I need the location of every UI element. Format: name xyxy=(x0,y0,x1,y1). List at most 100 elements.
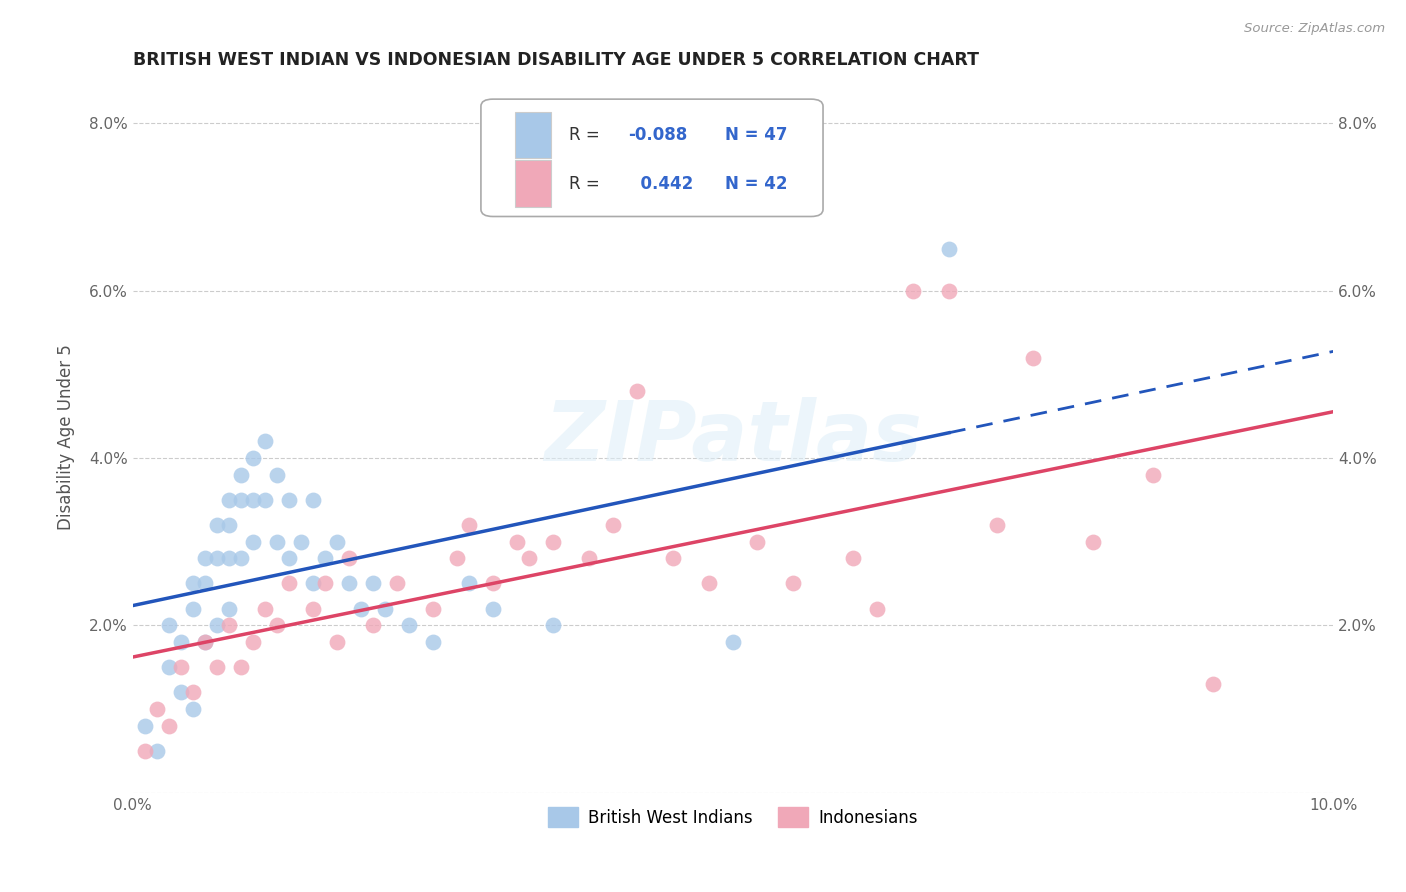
Point xyxy=(253,492,276,507)
Point xyxy=(205,517,228,532)
Text: BRITISH WEST INDIAN VS INDONESIAN DISABILITY AGE UNDER 5 CORRELATION CHART: BRITISH WEST INDIAN VS INDONESIAN DISABI… xyxy=(132,51,979,69)
Point xyxy=(229,467,252,482)
Point xyxy=(302,576,325,591)
Point xyxy=(218,551,240,566)
Point xyxy=(146,702,169,716)
Point xyxy=(170,635,193,649)
Point xyxy=(350,601,373,615)
Text: -0.088: -0.088 xyxy=(628,126,688,145)
Point xyxy=(482,576,505,591)
Point xyxy=(277,576,299,591)
Point xyxy=(314,576,336,591)
Point xyxy=(229,492,252,507)
Point xyxy=(326,635,349,649)
Point xyxy=(422,601,444,615)
Text: R =: R = xyxy=(568,175,599,193)
Text: R =: R = xyxy=(568,126,599,145)
FancyBboxPatch shape xyxy=(481,99,823,217)
Point xyxy=(938,284,960,298)
Point xyxy=(277,551,299,566)
Point xyxy=(218,517,240,532)
Point xyxy=(266,534,288,549)
Point xyxy=(541,534,564,549)
Point xyxy=(181,685,204,699)
Point xyxy=(218,618,240,632)
Point xyxy=(229,551,252,566)
Point xyxy=(458,517,481,532)
Text: 0.442: 0.442 xyxy=(628,175,693,193)
Point xyxy=(697,576,720,591)
Point xyxy=(266,618,288,632)
Point xyxy=(277,492,299,507)
Point xyxy=(1142,467,1164,482)
Point xyxy=(253,601,276,615)
Point xyxy=(302,601,325,615)
Point xyxy=(242,635,264,649)
Point xyxy=(901,284,924,298)
FancyBboxPatch shape xyxy=(515,112,551,158)
Point xyxy=(422,635,444,649)
Point xyxy=(398,618,420,632)
Point xyxy=(506,534,529,549)
Point xyxy=(205,618,228,632)
Point xyxy=(170,685,193,699)
Y-axis label: Disability Age Under 5: Disability Age Under 5 xyxy=(58,344,75,530)
Point xyxy=(721,635,744,649)
Point xyxy=(218,601,240,615)
Point xyxy=(1022,351,1045,365)
Text: Source: ZipAtlas.com: Source: ZipAtlas.com xyxy=(1244,22,1385,36)
Point xyxy=(541,618,564,632)
Point xyxy=(326,534,349,549)
Point xyxy=(194,551,217,566)
Point xyxy=(602,517,624,532)
Point xyxy=(374,601,396,615)
Point xyxy=(253,434,276,449)
Point xyxy=(578,551,600,566)
Point xyxy=(205,660,228,674)
Point xyxy=(157,719,180,733)
FancyBboxPatch shape xyxy=(515,161,551,207)
Point xyxy=(266,467,288,482)
Point xyxy=(745,534,768,549)
Point xyxy=(337,576,360,591)
Point xyxy=(194,635,217,649)
Point xyxy=(938,242,960,256)
Point xyxy=(146,744,169,758)
Point xyxy=(229,660,252,674)
Point xyxy=(361,576,384,591)
Text: N = 47: N = 47 xyxy=(724,126,787,145)
Point xyxy=(242,450,264,465)
Point xyxy=(517,551,540,566)
Point xyxy=(134,744,156,758)
Point xyxy=(290,534,312,549)
Point xyxy=(157,660,180,674)
Point xyxy=(482,601,505,615)
Point xyxy=(337,551,360,566)
Point xyxy=(986,517,1008,532)
Point xyxy=(662,551,685,566)
Point xyxy=(302,492,325,507)
Point xyxy=(866,601,889,615)
Point xyxy=(458,576,481,591)
Point xyxy=(157,618,180,632)
Point xyxy=(218,492,240,507)
Point xyxy=(1081,534,1104,549)
Point xyxy=(626,384,648,398)
Point xyxy=(205,551,228,566)
Point xyxy=(1202,677,1225,691)
Point xyxy=(181,601,204,615)
Point xyxy=(446,551,468,566)
Point xyxy=(170,660,193,674)
Text: N = 42: N = 42 xyxy=(724,175,787,193)
Point xyxy=(242,492,264,507)
Point xyxy=(181,576,204,591)
Point xyxy=(194,635,217,649)
Text: ZIPatlas: ZIPatlas xyxy=(544,397,922,477)
Point xyxy=(314,551,336,566)
Point xyxy=(242,534,264,549)
Point xyxy=(842,551,865,566)
Point xyxy=(782,576,804,591)
Point xyxy=(385,576,408,591)
Point xyxy=(194,576,217,591)
Legend: British West Indians, Indonesians: British West Indians, Indonesians xyxy=(541,800,924,834)
